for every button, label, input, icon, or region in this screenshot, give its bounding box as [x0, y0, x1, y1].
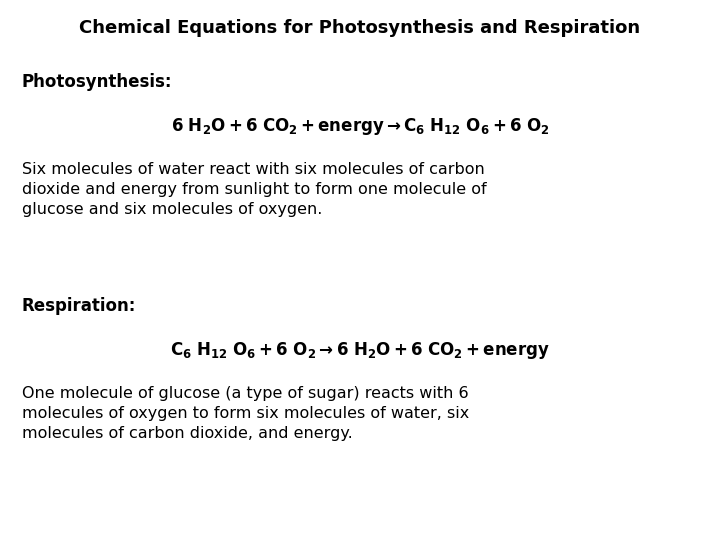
Text: $\mathbf{C_6\ H_{12}\ O_6 + 6\ O_2 \rightarrow 6\ H_2O + 6\ CO_2 + energy}$: $\mathbf{C_6\ H_{12}\ O_6 + 6\ O_2 \righ… [170, 340, 550, 361]
Text: Chemical Equations for Photosynthesis and Respiration: Chemical Equations for Photosynthesis an… [79, 19, 641, 37]
Text: One molecule of glucose (a type of sugar) reacts with 6
molecules of oxygen to f: One molecule of glucose (a type of sugar… [22, 386, 469, 441]
Text: $\mathbf{6\ H_2O + 6\ CO_2 + energy \rightarrow C_6\ H_{12}\ O_6 + 6\ O_2}$: $\mathbf{6\ H_2O + 6\ CO_2 + energy \rig… [171, 116, 549, 137]
Text: Photosynthesis:: Photosynthesis: [22, 73, 172, 91]
Text: Respiration:: Respiration: [22, 297, 136, 315]
Text: Six molecules of water react with six molecules of carbon
dioxide and energy fro: Six molecules of water react with six mo… [22, 162, 486, 217]
